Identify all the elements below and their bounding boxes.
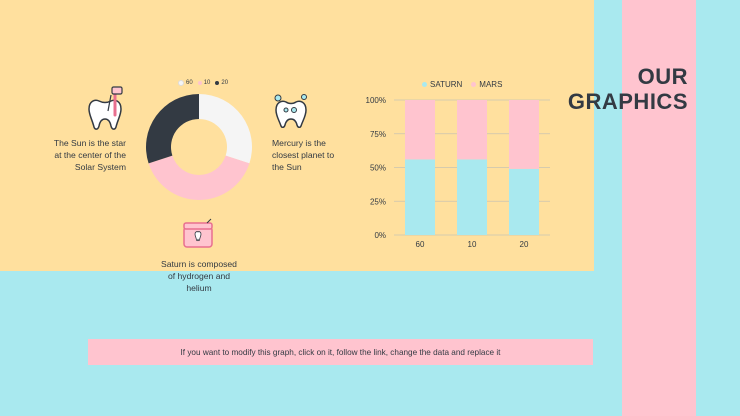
donut-legend-dot-0 <box>178 80 184 86</box>
bar-legend-dot-mars <box>471 82 477 87</box>
text-left: The Sun is the star at the center of the… <box>53 138 126 172</box>
slide-title: OUR GRAPHICS <box>568 64 688 114</box>
donut-legend-label-2: 20 <box>221 80 229 86</box>
bar-legend-item-saturn: SATURN <box>422 80 462 89</box>
donut-legend-label-0: 60 <box>186 80 193 86</box>
pink-stripe <box>622 0 696 416</box>
donut-svg <box>146 94 252 201</box>
x-tick-label-1: 10 <box>468 240 477 249</box>
note-bar: If you want to modify this graph, click … <box>88 339 593 365</box>
donut-legend-label-1: 10 <box>203 80 211 86</box>
y-tick-label-0: 0% <box>374 231 386 240</box>
donut-slice-0 <box>199 94 252 164</box>
donut-legend: 60 10 20 <box>178 80 228 86</box>
donut-legend-item-0: 60 <box>178 80 193 86</box>
x-tick-label-2: 20 <box>520 240 529 249</box>
yellow-panel <box>0 0 594 271</box>
y-tick-label-1: 25% <box>370 197 386 206</box>
donut-legend-item-2: 20 <box>215 80 228 86</box>
bar-saturn-1 <box>457 159 487 235</box>
donut-slice-1 <box>148 155 250 201</box>
x-tick-label-0: 60 <box>416 240 425 249</box>
y-tick-label-4: 100% <box>366 96 386 105</box>
bar-mars-0 <box>405 100 435 160</box>
bar-mars-2 <box>509 100 539 169</box>
donut-legend-dot-1 <box>197 81 202 85</box>
bar-legend-label-saturn: SATURN <box>430 80 463 89</box>
donut-legend-item-1: 10 <box>197 80 211 86</box>
bar-legend-dot-saturn <box>422 82 427 87</box>
donut-chart <box>145 93 253 201</box>
tooth-floss-icon <box>88 86 123 130</box>
title-line-1: OUR <box>637 64 688 89</box>
bar-saturn-0 <box>405 159 435 235</box>
y-tick-label-3: 75% <box>370 130 386 139</box>
donut-legend-dot-2 <box>215 81 220 85</box>
bar-legend-label-mars: MARS <box>479 80 503 89</box>
bar-saturn-2 <box>509 168 539 235</box>
y-tick-label-2: 50% <box>370 164 386 173</box>
donut-slice-2 <box>146 94 199 164</box>
title-line-2: GRAPHICS <box>567 89 688 114</box>
stacked-bar-chart: 0% 25% 50% 75% 100% 60 10 20 <box>366 96 550 249</box>
note-text: If you want to modify this graph, click … <box>180 347 501 357</box>
bar-mars-1 <box>457 100 487 160</box>
text-right: Mercury is the closest planet to the Sun <box>272 138 335 172</box>
bar-legend-item-mars: MARS <box>471 80 502 89</box>
dental-floss-box-icon <box>183 218 213 248</box>
bar-legend: SATURN MARS <box>422 80 502 89</box>
text-bottom: Saturn is composed of hydrogen and heliu… <box>161 259 237 293</box>
sparkling-tooth-icon <box>274 94 307 128</box>
